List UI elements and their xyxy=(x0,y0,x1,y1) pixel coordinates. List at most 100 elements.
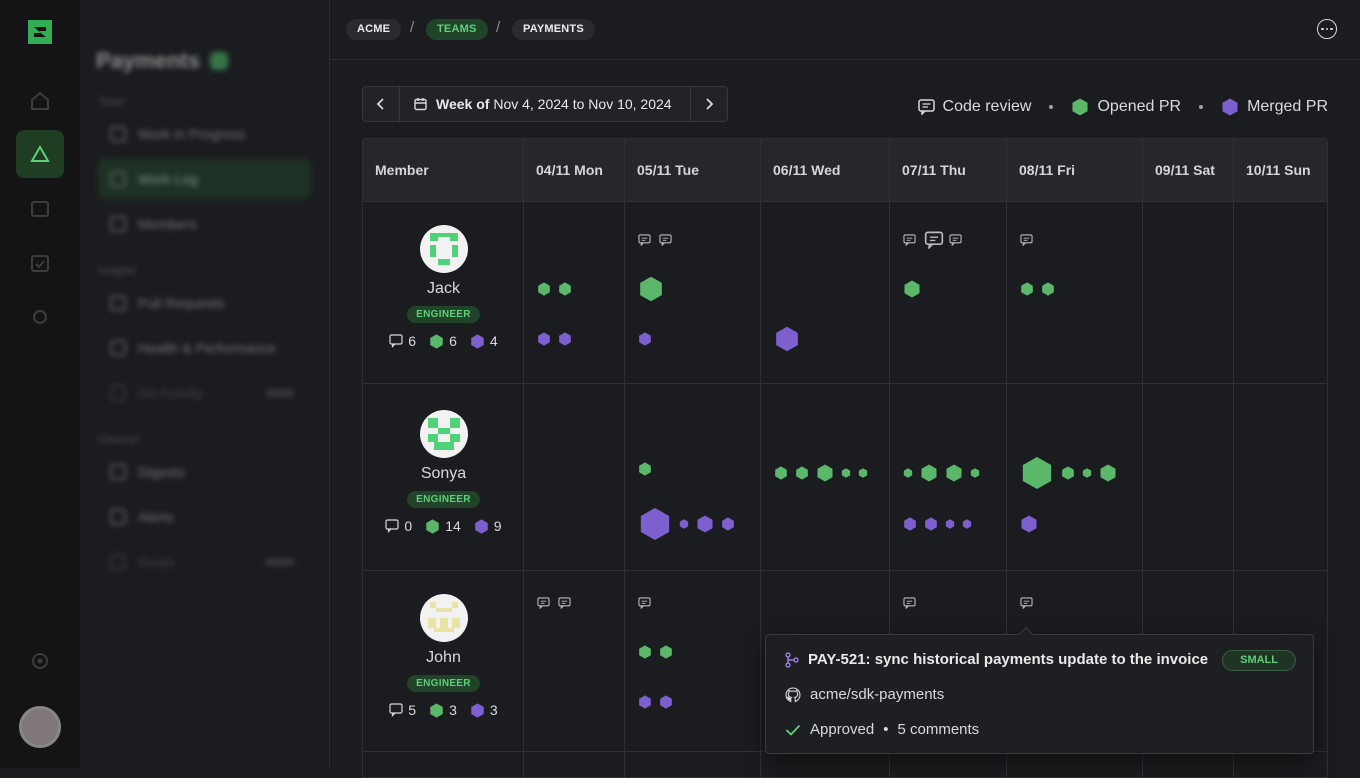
column-divider xyxy=(1142,139,1143,777)
week-range[interactable]: Week of Nov 4, 2024 to Nov 10, 2024 xyxy=(400,87,690,121)
code-review-icon[interactable] xyxy=(903,597,916,609)
sidebar-item-git-activity[interactable]: Git Activity xyxy=(98,373,311,413)
merged-pr-hexagon-icon[interactable] xyxy=(903,517,917,531)
code-review-icon[interactable] xyxy=(1020,234,1033,246)
opened-pr-hexagon-icon[interactable] xyxy=(903,468,913,478)
merged-pr-hexagon-icon[interactable] xyxy=(924,517,938,531)
merged-pr-hexagon-icon[interactable] xyxy=(659,695,673,709)
opened-pr-hexagon-icon[interactable] xyxy=(1099,464,1117,482)
pr-tooltip: PAY-521: sync historical payments update… xyxy=(765,626,1314,754)
opened-pr-hexagon-icon[interactable] xyxy=(816,464,834,482)
opened-pr-hexagon-icon[interactable] xyxy=(558,282,572,296)
code-review-icon[interactable] xyxy=(537,597,550,609)
code-review-icon[interactable] xyxy=(638,597,651,609)
member-stats: 6 6 4 xyxy=(363,333,524,349)
code-review-icon[interactable] xyxy=(659,234,672,246)
opened-pr-hexagon-icon[interactable] xyxy=(1061,466,1075,480)
opened-pr-hexagon-icon[interactable] xyxy=(858,468,868,478)
week-prefix: Week of xyxy=(436,96,490,112)
log-icon xyxy=(110,171,126,187)
opened-pr-hexagon-icon[interactable] xyxy=(920,464,938,482)
legend: Code review Opened PR Merged PR xyxy=(917,98,1328,116)
more-options-icon[interactable] xyxy=(1317,19,1337,39)
merged-pr-hexagon-icon[interactable] xyxy=(774,326,800,352)
opened-pr-hexagon-icon[interactable] xyxy=(903,280,921,298)
code-review-icon[interactable] xyxy=(949,234,962,246)
settings-icon[interactable] xyxy=(29,650,51,672)
user-avatar[interactable] xyxy=(19,706,61,748)
code-review-icon[interactable] xyxy=(558,597,571,609)
merged-pr-hexagon-icon xyxy=(471,702,484,718)
sidebar-item-health[interactable]: Health & Performance xyxy=(98,328,311,368)
sidebar-item-members[interactable]: Members xyxy=(98,204,311,244)
opened-pr-hexagon-icon[interactable] xyxy=(945,464,963,482)
member-name: Jack xyxy=(427,280,460,297)
breadcrumb-teams[interactable]: TEAMS xyxy=(426,19,488,40)
opened-pr-hexagon-icon[interactable] xyxy=(795,466,809,480)
opened-pr-hexagon-icon[interactable] xyxy=(1020,456,1054,490)
merged-pr-hexagon-icon[interactable] xyxy=(679,519,689,529)
legend-merged-pr: Merged PR xyxy=(1247,98,1328,115)
previous-week-button[interactable] xyxy=(363,87,400,121)
breadcrumb-payments[interactable]: PAYMENTS xyxy=(512,19,595,40)
side-panel: Payments Team Work in Progress Work Log … xyxy=(80,0,330,768)
sidebar-item-pull-requests[interactable]: Pull Requests xyxy=(98,283,311,323)
member-jack[interactable]: Jack ENGINEER 6 6 4 xyxy=(363,225,524,349)
opened-pr-hexagon-icon[interactable] xyxy=(841,468,851,478)
sidebar-item-goals[interactable]: Goals xyxy=(98,542,311,582)
tooltip-repo-row[interactable]: acme/sdk-payments xyxy=(785,686,944,703)
member-sonya[interactable]: Sonya ENGINEER 0 14 9 xyxy=(363,410,524,534)
merged-pr-hexagon-icon[interactable] xyxy=(537,332,551,346)
opened-pr-hexagon-icon[interactable] xyxy=(1041,282,1055,296)
sidebar-item-digests[interactable]: Digests xyxy=(98,452,311,492)
column-divider xyxy=(624,139,625,777)
opened-pr-hexagon-icon[interactable] xyxy=(970,468,980,478)
breadcrumb-acme[interactable]: ACME xyxy=(346,19,402,40)
merged-pr-hexagon-icon[interactable] xyxy=(638,695,652,709)
member-john[interactable]: John ENGINEER 5 3 3 xyxy=(363,594,524,718)
opened-pr-hexagon-icon[interactable] xyxy=(1020,282,1034,296)
home-icon[interactable] xyxy=(29,90,51,112)
week-joiner: to xyxy=(572,96,585,112)
inbox-icon[interactable] xyxy=(29,198,51,220)
pr-size-badge: SMALL xyxy=(1222,650,1296,671)
opened-pr-hexagon-icon[interactable] xyxy=(638,462,652,476)
sidebar-item-work-log[interactable]: Work Log xyxy=(98,159,311,199)
sidebar-item-work-in-progress[interactable]: Work in Progress xyxy=(98,114,311,154)
tooltip-title-row[interactable]: PAY-521: sync historical payments update… xyxy=(785,651,1208,668)
coming-soon-pill xyxy=(265,558,295,566)
sidebar-item-alerts[interactable]: Alerts xyxy=(98,497,311,537)
progress-icon xyxy=(110,126,126,142)
merged-pr-hexagon-icon[interactable] xyxy=(638,332,652,346)
merged-pr-hexagon-icon[interactable] xyxy=(945,519,955,529)
merged-pr-hexagon-icon[interactable] xyxy=(558,332,572,346)
opened-pr-hexagon-icon xyxy=(1072,98,1088,116)
opened-pr-hexagon-icon[interactable] xyxy=(638,645,652,659)
digest-icon xyxy=(110,464,126,480)
merged-pr-hexagon-icon[interactable] xyxy=(638,507,672,541)
code-review-icon[interactable] xyxy=(638,234,651,246)
calendar-icon[interactable] xyxy=(29,252,51,274)
member-name: Sonya xyxy=(420,465,467,482)
app-logo-icon[interactable] xyxy=(25,17,55,47)
opened-pr-hexagon-icon[interactable] xyxy=(774,466,788,480)
code-review-icon[interactable] xyxy=(924,231,944,249)
opened-pr-hexagon-icon xyxy=(430,702,443,718)
integrations-icon[interactable] xyxy=(29,306,51,328)
merged-pr-hexagon-icon[interactable] xyxy=(962,519,972,529)
code-review-icon[interactable] xyxy=(903,234,916,246)
merged-pr-hexagon-icon[interactable] xyxy=(696,515,714,533)
opened-pr-hexagon-icon[interactable] xyxy=(638,276,664,302)
merged-pr-hexagon-icon[interactable] xyxy=(721,517,735,531)
teams-nav-button[interactable] xyxy=(16,130,64,178)
opened-pr-hexagon-icon[interactable] xyxy=(537,282,551,296)
column-header-sun: 10/11 Sun xyxy=(1246,162,1311,178)
code-review-icon[interactable] xyxy=(1020,597,1033,609)
next-week-button[interactable] xyxy=(690,87,727,121)
merged-pr-hexagon-icon[interactable] xyxy=(1020,515,1038,533)
sidebar-item-label: Pull Requests xyxy=(138,295,225,311)
panel-title: Payments xyxy=(96,48,200,73)
opened-pr-hexagon-icon[interactable] xyxy=(1082,468,1092,478)
opened-pr-hexagon-icon[interactable] xyxy=(659,645,673,659)
panel-section-insights: Insights xyxy=(98,265,136,277)
